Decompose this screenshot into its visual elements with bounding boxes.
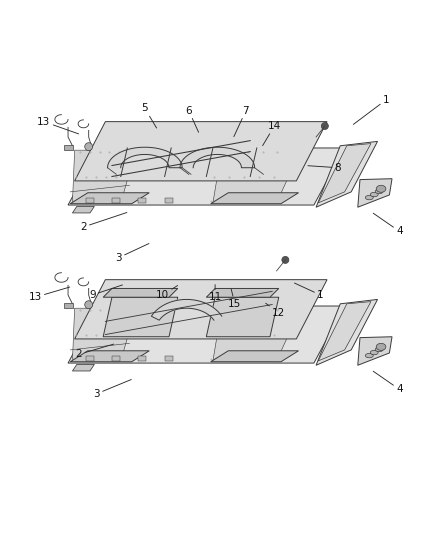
Ellipse shape: [374, 189, 382, 193]
Circle shape: [85, 301, 92, 309]
Ellipse shape: [374, 348, 382, 352]
Ellipse shape: [369, 192, 378, 197]
Polygon shape: [315, 300, 377, 365]
Polygon shape: [318, 143, 370, 203]
Polygon shape: [72, 308, 136, 361]
Polygon shape: [210, 193, 298, 204]
Polygon shape: [107, 147, 182, 168]
Bar: [138, 357, 146, 361]
Polygon shape: [72, 206, 94, 213]
Text: 3: 3: [93, 379, 131, 399]
Text: 10: 10: [155, 286, 177, 300]
Polygon shape: [357, 337, 391, 365]
Text: 2: 2: [80, 213, 127, 232]
Bar: [164, 357, 172, 361]
Circle shape: [85, 143, 92, 151]
Ellipse shape: [375, 185, 385, 192]
Polygon shape: [103, 297, 177, 337]
Polygon shape: [68, 148, 344, 205]
Ellipse shape: [369, 350, 378, 355]
Ellipse shape: [375, 343, 385, 350]
Polygon shape: [74, 280, 326, 339]
Text: 9: 9: [88, 285, 122, 300]
Polygon shape: [315, 141, 377, 207]
Polygon shape: [212, 150, 300, 203]
Text: 4: 4: [372, 372, 402, 394]
Text: 1: 1: [353, 95, 389, 124]
Text: 4: 4: [372, 213, 402, 236]
Polygon shape: [68, 306, 344, 363]
Polygon shape: [74, 122, 326, 181]
Polygon shape: [72, 150, 136, 203]
Text: 1: 1: [294, 283, 323, 300]
Text: 13: 13: [37, 117, 78, 134]
Text: 8: 8: [307, 163, 341, 173]
Bar: [64, 303, 73, 308]
Bar: [85, 198, 93, 203]
Text: 3: 3: [115, 244, 148, 263]
Text: 2: 2: [75, 344, 113, 359]
Text: 5: 5: [141, 103, 156, 128]
Polygon shape: [103, 288, 177, 297]
Bar: [112, 357, 120, 361]
Polygon shape: [70, 351, 149, 362]
Polygon shape: [180, 147, 254, 168]
Ellipse shape: [364, 196, 372, 200]
Text: 6: 6: [185, 106, 198, 132]
Polygon shape: [318, 302, 370, 361]
Text: 11: 11: [208, 285, 221, 302]
Polygon shape: [206, 288, 278, 297]
Bar: [112, 198, 120, 203]
Polygon shape: [212, 308, 300, 361]
Polygon shape: [70, 193, 149, 204]
Text: 13: 13: [28, 287, 70, 302]
Text: 7: 7: [233, 106, 249, 136]
Bar: [164, 198, 172, 203]
Text: 14: 14: [262, 121, 280, 146]
Circle shape: [321, 123, 328, 130]
Bar: [85, 357, 93, 361]
Polygon shape: [210, 351, 298, 362]
Ellipse shape: [364, 353, 372, 358]
Circle shape: [281, 256, 288, 263]
Polygon shape: [151, 300, 221, 320]
Text: 15: 15: [228, 289, 241, 309]
Bar: [64, 145, 73, 150]
Polygon shape: [357, 179, 391, 207]
Polygon shape: [72, 365, 94, 371]
Polygon shape: [206, 297, 278, 337]
Bar: [138, 198, 146, 203]
Text: 12: 12: [265, 303, 285, 318]
